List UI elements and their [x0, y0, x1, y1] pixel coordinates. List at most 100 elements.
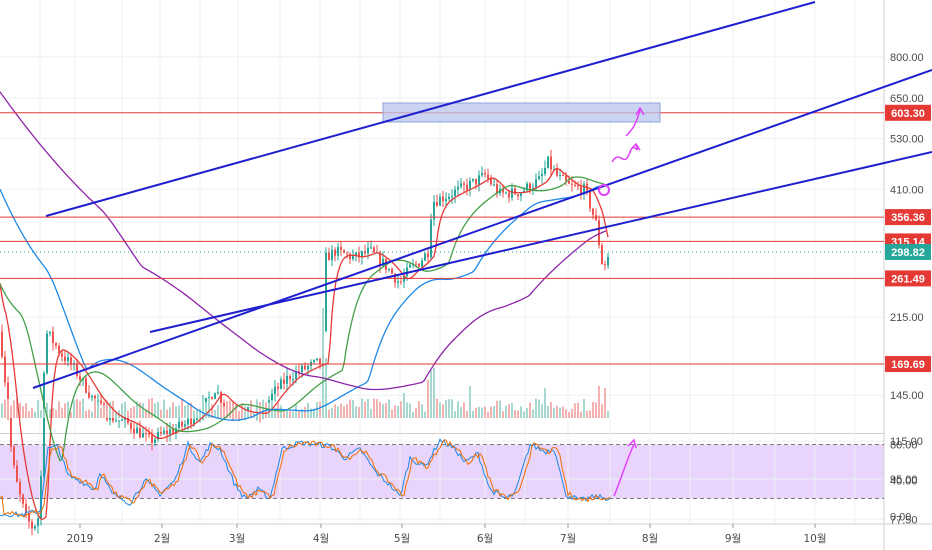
- candle-body: [316, 358, 318, 361]
- volume-bar: [466, 410, 468, 418]
- candle-body: [70, 357, 72, 365]
- volume-bar: [262, 399, 264, 418]
- candle-body: [34, 526, 36, 529]
- volume-bar: [343, 406, 345, 418]
- candle-body: [331, 249, 333, 261]
- volume-bar: [448, 399, 450, 418]
- volume-bar: [196, 409, 198, 418]
- volume-bar: [289, 410, 291, 418]
- volume-bar: [232, 405, 234, 418]
- candle-body: [25, 503, 27, 514]
- candle-body: [19, 482, 21, 495]
- volume-bar: [559, 407, 561, 418]
- volume-bar: [547, 406, 549, 418]
- volume-bar: [544, 388, 546, 418]
- candle-body: [601, 245, 603, 265]
- volume-bar: [199, 409, 201, 418]
- candle-body: [67, 357, 69, 362]
- volume-bar: [181, 398, 183, 418]
- volume-bar: [460, 406, 462, 418]
- candle-body: [490, 178, 492, 185]
- volume-bar: [358, 406, 360, 418]
- volume-bar: [154, 403, 156, 418]
- time-tick-label: 7월: [560, 533, 576, 545]
- candle-body: [118, 420, 120, 422]
- price-level-badge-text: 169.69: [891, 359, 925, 371]
- price-tick-label: 530.00: [890, 133, 924, 145]
- candle-body: [580, 186, 582, 195]
- candle-body: [148, 433, 150, 435]
- volume-bar: [451, 399, 453, 418]
- volume-bar: [499, 400, 501, 418]
- candle-body: [607, 257, 609, 266]
- volume-bar: [592, 401, 594, 418]
- candle-body: [469, 180, 471, 191]
- last-price-badge-text: 298.82: [891, 247, 925, 259]
- candle-body: [187, 418, 189, 425]
- volume-bar: [421, 404, 423, 418]
- volume-bar: [406, 402, 408, 418]
- moving-average-ma_slow: [0, 91, 607, 391]
- candle-body: [145, 433, 147, 435]
- volume-bar: [160, 409, 162, 418]
- candle-body: [97, 400, 99, 402]
- volume-bar: [337, 406, 339, 418]
- volume-bar: [589, 410, 591, 418]
- volume-bar: [184, 405, 186, 418]
- candle-body: [190, 418, 192, 425]
- volume-bar: [526, 408, 528, 418]
- volume-bar: [142, 403, 144, 418]
- candle-body: [439, 196, 441, 206]
- candle-body: [142, 433, 144, 438]
- candle-body: [223, 402, 225, 407]
- trendline-upper: [45, 1, 816, 217]
- price-tick-label: 95.00: [890, 474, 918, 486]
- candle-body: [157, 432, 159, 440]
- candle-body: [328, 252, 330, 261]
- candle-body: [481, 172, 483, 176]
- candle-body: [100, 400, 102, 404]
- candle-body: [577, 185, 579, 187]
- candle-body: [319, 358, 321, 364]
- price-level-badge: [885, 104, 931, 121]
- volume-bar: [487, 411, 489, 418]
- volume-bar: [40, 410, 42, 418]
- volume-bar: [340, 403, 342, 418]
- candle-body: [184, 424, 186, 427]
- volume-bar: [88, 409, 90, 418]
- stoch-band-fill: [0, 444, 884, 499]
- candle-body: [505, 192, 507, 194]
- volume-bar: [523, 411, 525, 418]
- candle-body: [286, 375, 288, 384]
- volume-bar: [301, 408, 303, 418]
- candle-body: [175, 428, 177, 434]
- volume-bar: [259, 401, 261, 418]
- volume-bar: [67, 401, 69, 418]
- candle-body: [313, 360, 315, 362]
- time-tick-label: 2019: [67, 533, 94, 545]
- volume-bar: [157, 401, 159, 418]
- candle-body: [382, 258, 384, 266]
- candle-body: [400, 281, 402, 283]
- volume-bar: [490, 406, 492, 418]
- price-level-badge-text: 261.49: [891, 273, 925, 285]
- price-tick-label: 650.00: [890, 93, 924, 105]
- volume-bar: [49, 408, 51, 418]
- candle-body: [592, 208, 594, 215]
- volume-bar: [256, 399, 258, 418]
- volume-bar: [253, 411, 255, 418]
- candle-body: [517, 194, 519, 197]
- candle-body: [406, 267, 408, 277]
- volume-bar: [508, 403, 510, 418]
- candle-body: [49, 331, 51, 334]
- candle-body: [544, 167, 546, 175]
- candle-body: [85, 378, 87, 393]
- candle-body: [277, 386, 279, 389]
- price-tick-label: 77.50: [890, 514, 918, 526]
- candle-body: [520, 192, 522, 197]
- trendline-support: [149, 151, 932, 333]
- volume-bar: [223, 411, 225, 418]
- candle-body: [127, 417, 129, 424]
- candle-body: [211, 397, 213, 400]
